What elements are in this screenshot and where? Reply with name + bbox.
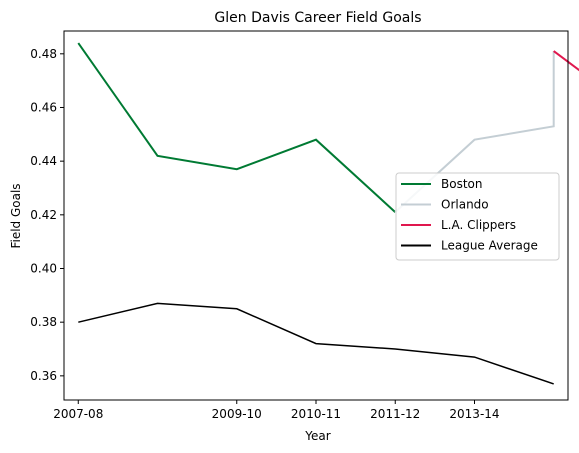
- x-axis-label: Year: [304, 429, 330, 443]
- y-axis-label: Field Goals: [9, 183, 23, 248]
- series-line: [77, 42, 396, 213]
- legend-label: League Average: [441, 239, 538, 253]
- legend-label: Boston: [441, 177, 482, 191]
- y-tick-label: 0.46: [30, 100, 57, 114]
- y-axis-ticks: 0.36 0.38 0.40 0.42 0.44 0.46 0.48: [30, 47, 64, 383]
- y-tick-label: 0.38: [30, 315, 57, 329]
- legend-label: L.A. Clippers: [441, 218, 516, 232]
- series-line: [78, 302, 554, 385]
- x-tick-label: 2010-11: [291, 407, 341, 421]
- x-tick-label: 2013-14: [449, 407, 499, 421]
- y-tick-label: 0.36: [30, 369, 57, 383]
- legend-frame: [395, 172, 560, 261]
- x-tick-label: 2011-12: [370, 407, 420, 421]
- y-tick-label: 0.40: [30, 262, 57, 276]
- x-tick-label: 2009-10: [212, 407, 262, 421]
- y-tick-label: 0.44: [30, 154, 57, 168]
- y-tick-label: 0.42: [30, 208, 57, 222]
- x-tick-label: 2007-08: [53, 407, 103, 421]
- y-tick-label: 0.48: [30, 47, 57, 61]
- chart-title: Glen Davis Career Field Goals: [214, 10, 421, 26]
- legend: Boston Orlando L.A. Clippers League Average: [395, 172, 560, 261]
- series-line: [553, 50, 579, 72]
- legend-label: Orlando: [441, 198, 489, 212]
- x-axis-ticks: 2007-08 2009-10 2010-11 2011-12 2013-14: [53, 400, 500, 421]
